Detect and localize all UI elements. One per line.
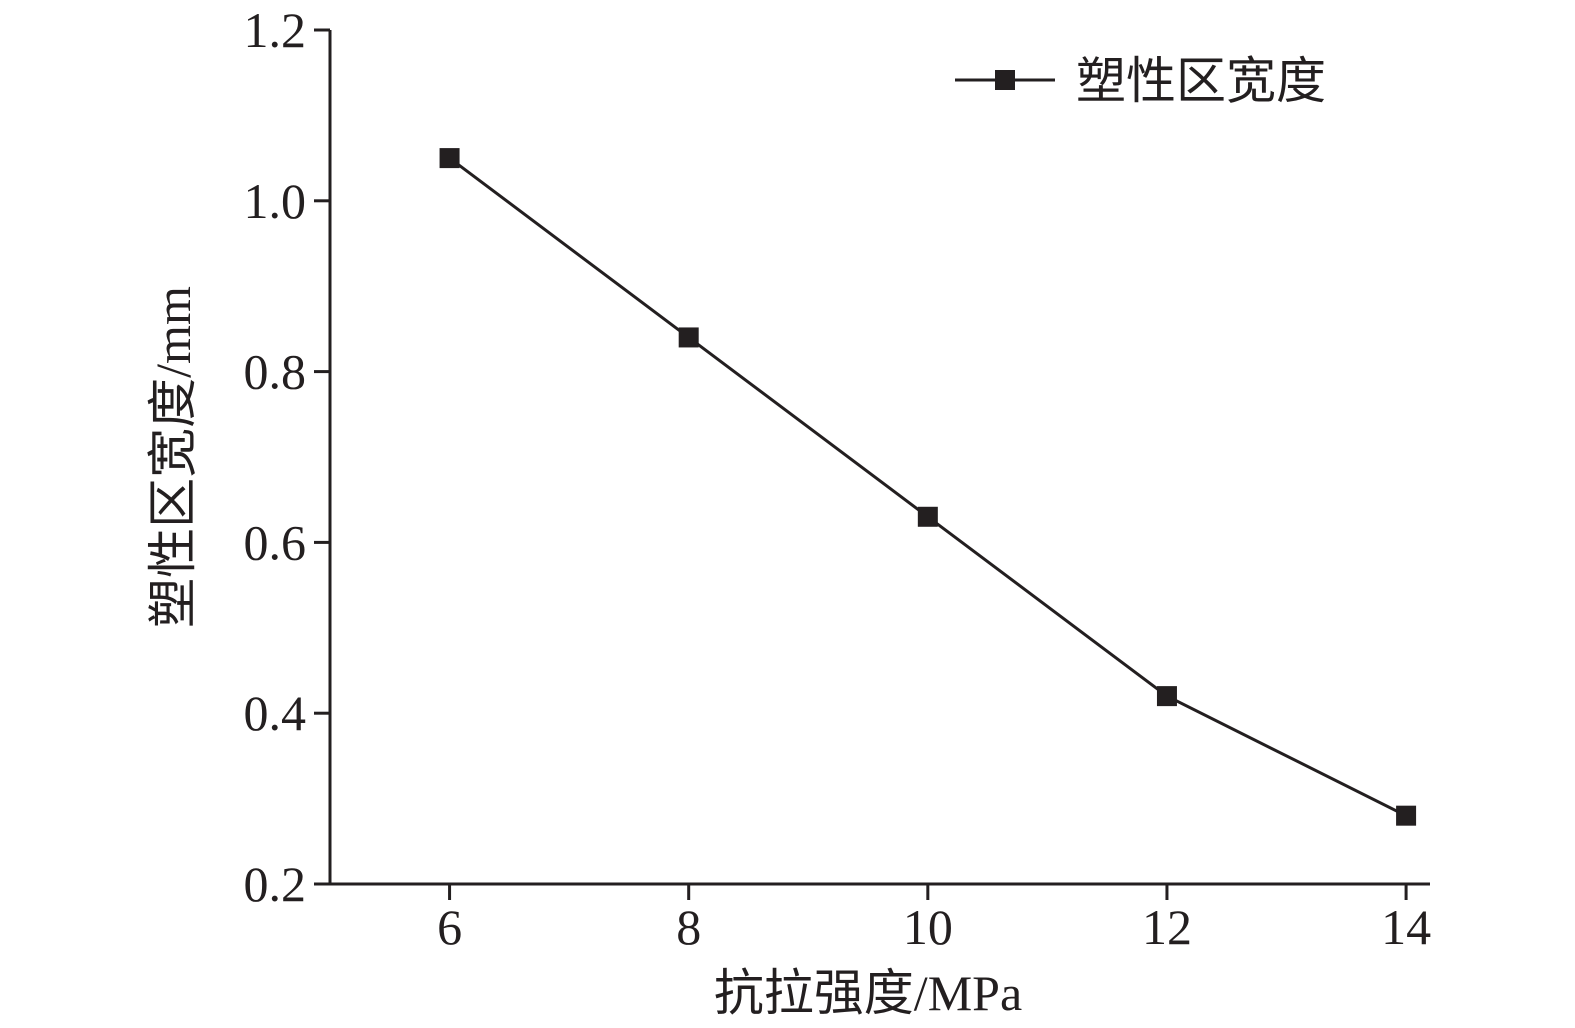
x-tick-label: 14 [1381, 899, 1431, 955]
y-tick-label: 0.8 [244, 344, 307, 400]
y-ticks: 0.2 0.4 0.6 0.8 1.0 1.2 [244, 2, 330, 912]
data-point-marker [1396, 805, 1417, 826]
data-point-marker [678, 327, 699, 348]
x-tick-label: 6 [437, 899, 462, 955]
x-ticks: 6 8 10 12 14 [437, 884, 1431, 955]
y-tick-label: 1.2 [244, 2, 307, 58]
data-point-marker [917, 506, 938, 527]
data-point-marker [1156, 686, 1177, 707]
x-tick-label: 12 [1142, 899, 1192, 955]
series-group [439, 148, 1417, 826]
legend-label: 塑性区宽度 [1076, 53, 1326, 109]
y-axis-title: 塑性区宽度/mm [145, 286, 201, 628]
series-line [448, 156, 1407, 818]
x-axis-title: 抗拉强度/MPa [714, 965, 1022, 1021]
y-tick-label: 0.4 [244, 685, 307, 741]
y-tick-label: 1.0 [244, 173, 307, 229]
axes [328, 30, 1430, 886]
data-point-marker [439, 148, 460, 169]
x-tick-label: 10 [903, 899, 953, 955]
x-tick-label: 8 [676, 899, 701, 955]
legend-marker-square [995, 70, 1015, 90]
y-tick-label: 0.6 [244, 514, 307, 570]
y-tick-label: 0.2 [244, 856, 307, 912]
legend: 塑性区宽度 [955, 53, 1326, 109]
